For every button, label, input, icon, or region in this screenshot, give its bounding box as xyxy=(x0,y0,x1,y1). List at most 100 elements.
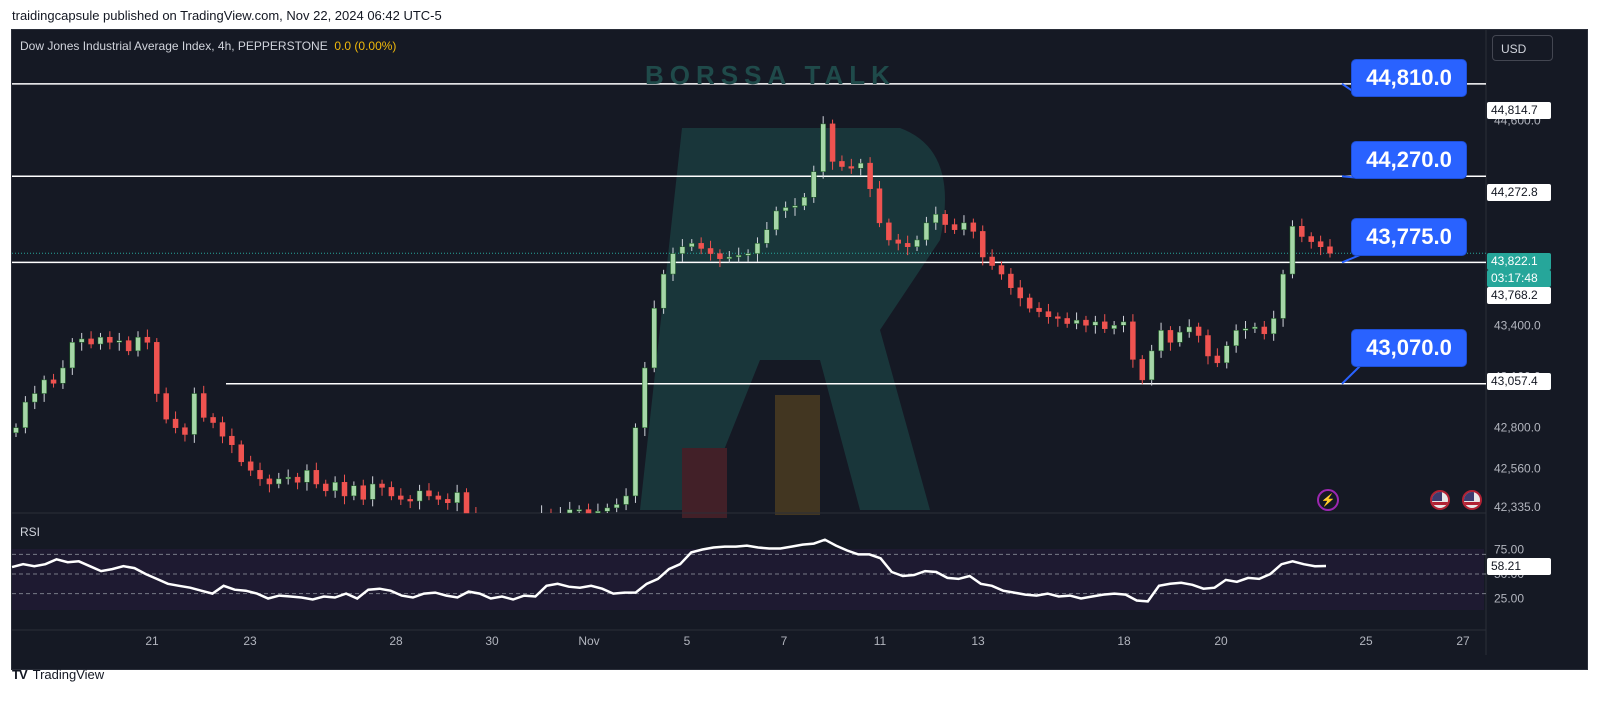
candle-body xyxy=(97,336,104,345)
candle-body xyxy=(219,422,226,437)
candle-body xyxy=(200,393,207,418)
candle-body xyxy=(32,393,38,403)
candle-body xyxy=(13,427,19,434)
candle-body xyxy=(923,222,930,241)
candle-body xyxy=(1327,246,1333,254)
candle-body xyxy=(1205,335,1211,357)
candle-body xyxy=(444,499,451,504)
candle-body xyxy=(1214,355,1221,364)
flash-icon[interactable]: ⚡ xyxy=(1317,489,1339,511)
candle-body xyxy=(351,485,357,497)
callout-pointer xyxy=(1341,254,1361,264)
candle-body xyxy=(154,342,160,394)
candle-body xyxy=(679,246,686,254)
candle-body xyxy=(210,417,216,423)
time-axis-tick-label: 5 xyxy=(684,634,691,648)
candle-body xyxy=(1111,325,1117,329)
candle-body xyxy=(876,188,883,224)
candle-body xyxy=(942,214,948,225)
bar-countdown-badge: 03:17:48 xyxy=(1487,270,1551,287)
candle-body xyxy=(595,511,601,514)
candle-body xyxy=(294,476,301,483)
candle-body xyxy=(886,222,892,241)
time-axis-tick-label: 25 xyxy=(1359,634,1373,648)
candle-body xyxy=(454,492,460,504)
callout-level-4: 43,070.0 xyxy=(1352,330,1466,366)
candle-body xyxy=(22,401,29,428)
candle-body xyxy=(435,495,442,500)
candle-body xyxy=(829,123,836,162)
candle-body xyxy=(848,166,855,169)
price-badge-level-1: 44,814.7 xyxy=(1487,102,1551,119)
candle-body xyxy=(642,367,648,428)
time-axis-tick-label: 23 xyxy=(243,634,257,648)
candle-body xyxy=(735,255,742,258)
us-flag-icon[interactable] xyxy=(1462,490,1482,510)
candle-body xyxy=(707,248,714,254)
candle-body xyxy=(1139,359,1146,381)
candle-body xyxy=(379,483,385,488)
candle-body xyxy=(613,504,620,509)
candle-body xyxy=(604,507,611,512)
candle-body xyxy=(1055,316,1061,319)
time-axis-tick-label: 13 xyxy=(971,634,985,648)
symbol-legend[interactable]: Dow Jones Industrial Average Index, 4h, … xyxy=(20,39,396,53)
candle-body xyxy=(567,509,573,514)
time-axis-tick-label: 27 xyxy=(1456,634,1470,648)
time-axis-tick-label: 18 xyxy=(1117,634,1131,648)
candle-body xyxy=(979,231,986,258)
price-axis-tick-label: 43,400.0 xyxy=(1494,318,1541,332)
price-axis-tick-label: 42,560.0 xyxy=(1494,462,1541,476)
candle-body xyxy=(1092,321,1099,326)
candle-body xyxy=(1308,236,1314,242)
currency-button[interactable]: USD xyxy=(1492,35,1553,61)
candle-body xyxy=(191,393,198,435)
candle-body xyxy=(88,338,94,345)
candle-body xyxy=(1280,273,1286,319)
price-badge-level-4: 43,057.4 xyxy=(1487,373,1551,390)
candle-body xyxy=(1008,273,1014,288)
candle-body xyxy=(144,336,151,343)
candle-body xyxy=(247,461,254,471)
candle-body xyxy=(107,336,113,343)
callout-level-1: 44,810.0 xyxy=(1352,60,1466,96)
candle-body xyxy=(961,222,967,230)
candle-body xyxy=(745,253,751,256)
candle-body xyxy=(585,509,592,514)
candle-body xyxy=(782,207,789,212)
rsi-axis-tick-label: 75.00 xyxy=(1494,543,1524,557)
candle-body xyxy=(1064,318,1070,324)
candle-body xyxy=(792,205,798,208)
candle-body xyxy=(172,418,179,428)
candle-body xyxy=(304,470,310,483)
candle-body xyxy=(463,492,470,514)
current-price-badge: 43,822.1 xyxy=(1487,253,1551,270)
candle-body xyxy=(78,338,85,343)
rsi-value-badge: 58.21 xyxy=(1487,558,1551,575)
candle-body xyxy=(998,265,1005,275)
tradingview-logo[interactable]: TV TradingView xyxy=(12,667,104,682)
candle-body xyxy=(1017,287,1024,299)
candle-body xyxy=(1073,319,1080,324)
rsi-band xyxy=(12,549,1484,610)
candle-body xyxy=(1186,326,1192,333)
candle-body xyxy=(1045,311,1052,317)
candle-body xyxy=(951,224,958,230)
candle-body xyxy=(332,482,338,492)
candle-body xyxy=(182,427,188,435)
candle-body xyxy=(773,210,779,230)
time-axis-tick-label: Nov xyxy=(578,634,599,648)
candle-body xyxy=(1289,226,1296,275)
candle-body xyxy=(989,256,995,266)
candle-body xyxy=(1083,319,1089,326)
candle-body xyxy=(1252,326,1258,329)
candle-body xyxy=(69,342,76,369)
candle-body xyxy=(50,379,57,384)
us-flag-icon[interactable] xyxy=(1430,490,1450,510)
watermark-logo xyxy=(640,128,945,518)
callout-level-3: 43,775.0 xyxy=(1352,219,1466,255)
candle-body xyxy=(322,483,329,492)
candle-body xyxy=(820,123,826,172)
candle-body xyxy=(698,243,704,249)
